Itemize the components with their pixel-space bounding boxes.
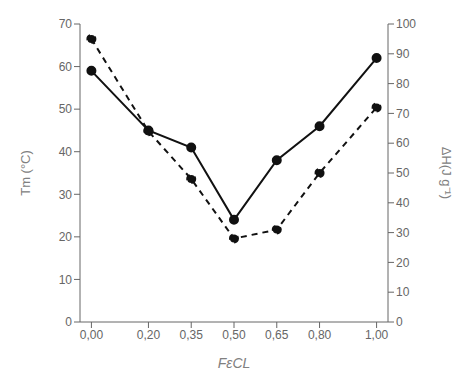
svg-text:0: 0 (65, 315, 72, 329)
svg-text:50: 50 (396, 166, 410, 180)
svg-text:0,20: 0,20 (137, 328, 161, 342)
svg-text:0,80: 0,80 (308, 328, 332, 342)
svg-text:30: 30 (396, 226, 410, 240)
svg-text:30: 30 (59, 188, 73, 202)
svg-text:1,00: 1,00 (365, 328, 389, 342)
svg-text:0,00: 0,00 (80, 328, 104, 342)
svg-text:40: 40 (396, 196, 410, 210)
svg-text:50: 50 (59, 102, 73, 116)
svg-text:20: 20 (396, 256, 410, 270)
svg-text:70: 70 (396, 107, 410, 121)
svg-text:FεCL: FεCL (218, 355, 251, 371)
svg-text:60: 60 (396, 136, 410, 150)
svg-text:100: 100 (396, 17, 416, 31)
svg-text:60: 60 (59, 60, 73, 74)
svg-text:40: 40 (59, 145, 73, 159)
svg-text:0: 0 (396, 315, 403, 329)
svg-text:10: 10 (396, 285, 410, 299)
svg-text:ΔH(J g⁻¹): ΔH(J g⁻¹) (439, 147, 454, 199)
svg-text:Tm (°C): Tm (°C) (18, 150, 33, 196)
svg-text:80: 80 (396, 77, 410, 91)
svg-text:10: 10 (59, 273, 73, 287)
svg-text:70: 70 (59, 17, 73, 31)
svg-text:0,50: 0,50 (222, 328, 246, 342)
svg-text:0,35: 0,35 (180, 328, 204, 342)
svg-text:20: 20 (59, 230, 73, 244)
svg-text:90: 90 (396, 47, 410, 61)
svg-text:0,65: 0,65 (265, 328, 289, 342)
